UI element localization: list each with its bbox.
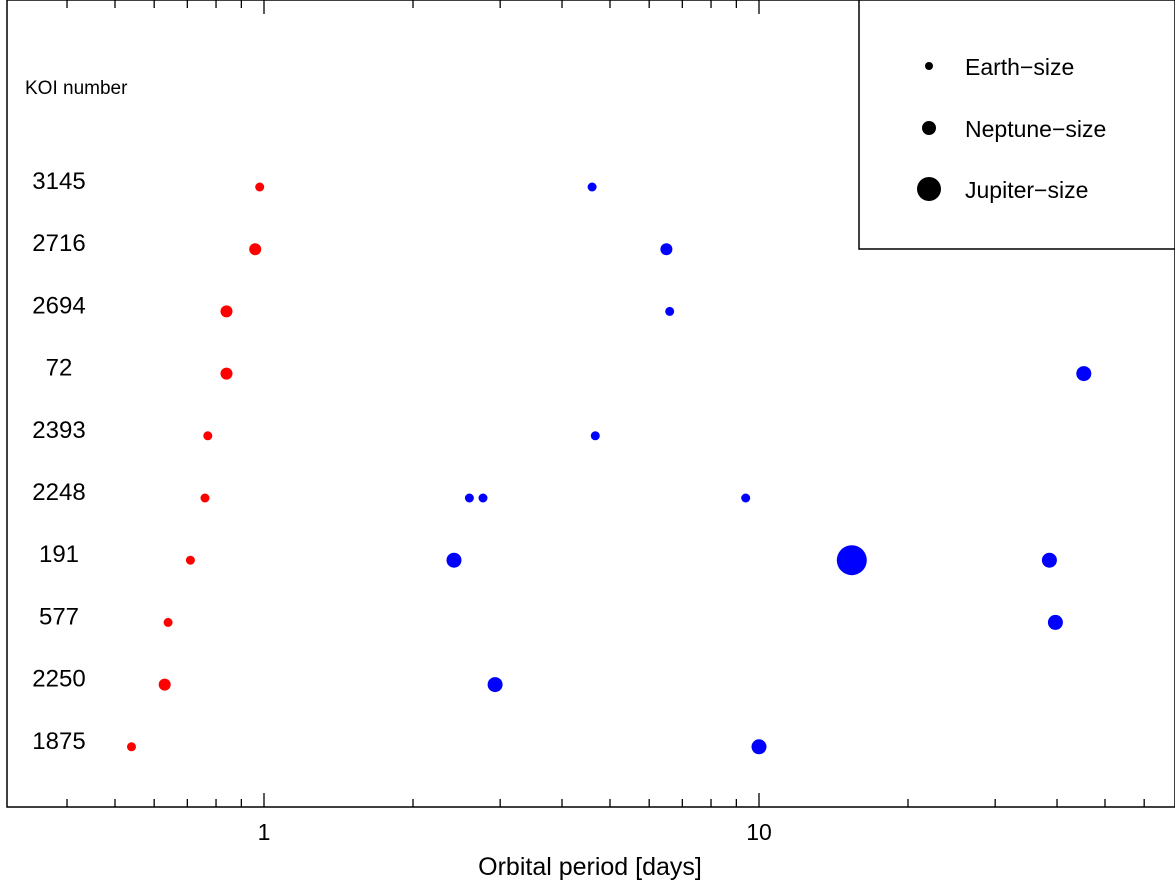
planet-point-koi-2250 [159,679,171,691]
planet-point-koi-72 [1076,366,1091,381]
x-tick-label: 1 [258,819,271,845]
legend-marker-earth [925,62,933,70]
planet-point-koi-2393 [591,431,600,440]
planet-point-koi-2694 [221,305,233,317]
koi-label: 2694 [32,292,85,319]
planet-point-koi-2716 [249,243,261,255]
data-points [127,183,1091,755]
koi-label: 2248 [32,479,85,506]
planet-point-koi-3145 [255,183,264,192]
planet-point-koi-2716 [660,243,672,255]
legend-label-earth: Earth−size [965,54,1074,80]
koi-label: 577 [39,603,79,630]
koi-label: 2250 [32,666,85,693]
koi-label: 72 [46,355,73,382]
planet-point-koi-2393 [203,431,212,440]
planet-point-koi-1875 [752,739,767,754]
planet-point-koi-191 [1042,553,1057,568]
planet-point-koi-2248 [465,494,474,503]
legend-label-jupiter: Jupiter−size [965,177,1088,203]
planet-point-koi-2248 [479,494,488,503]
koi-label: 1875 [32,728,85,755]
planet-point-koi-191 [186,556,195,565]
planet-point-koi-2248 [741,494,750,503]
planet-point-koi-3145 [588,183,597,192]
legend-marker-neptune [922,121,936,135]
x-axis-label: Orbital period [days] [478,853,702,881]
planet-point-koi-577 [164,618,173,627]
legend: Earth−size Neptune−size Jupiter−size [859,0,1175,249]
planet-point-koi-2694 [665,307,674,316]
planet-point-koi-577 [1048,615,1063,630]
x-tick-label: 10 [746,819,772,845]
legend-marker-jupiter [917,177,941,201]
planet-point-koi-191 [447,553,462,568]
koi-label: 2716 [32,230,85,257]
koi-label: 3145 [32,168,85,195]
planet-point-koi-2248 [201,494,210,503]
planet-point-koi-1875 [127,742,136,751]
koi-labels: 3145 2716 2694 72 2393 2248 191 577 2250 1875 [32,168,85,755]
koi-label: 191 [39,541,79,568]
planet-point-koi-72 [221,368,233,380]
koi-label: 2393 [32,417,85,444]
legend-label-neptune: Neptune−size [965,116,1106,142]
x-axis-tick-labels: 1 10 [258,819,772,845]
planet-point-koi-191 [837,545,867,575]
koi-number-header: KOI number [25,78,128,99]
planet-point-koi-2250 [488,677,503,692]
